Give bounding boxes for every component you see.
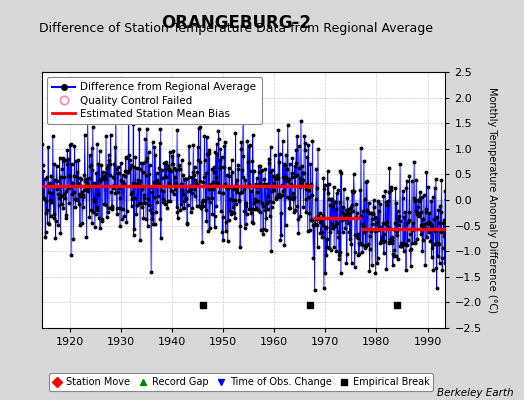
Y-axis label: Monthly Temperature Anomaly Difference (°C): Monthly Temperature Anomaly Difference (… [487,87,497,313]
Legend: Difference from Regional Average, Quality Control Failed, Estimated Station Mean: Difference from Regional Average, Qualit… [47,77,261,124]
Legend: Station Move, Record Gap, Time of Obs. Change, Empirical Break: Station Move, Record Gap, Time of Obs. C… [49,373,433,391]
Text: Difference of Station Temperature Data from Regional Average: Difference of Station Temperature Data f… [39,22,433,35]
Text: Berkeley Earth: Berkeley Earth [437,388,514,398]
Text: ORANGEBURG-2: ORANGEBURG-2 [161,14,311,32]
